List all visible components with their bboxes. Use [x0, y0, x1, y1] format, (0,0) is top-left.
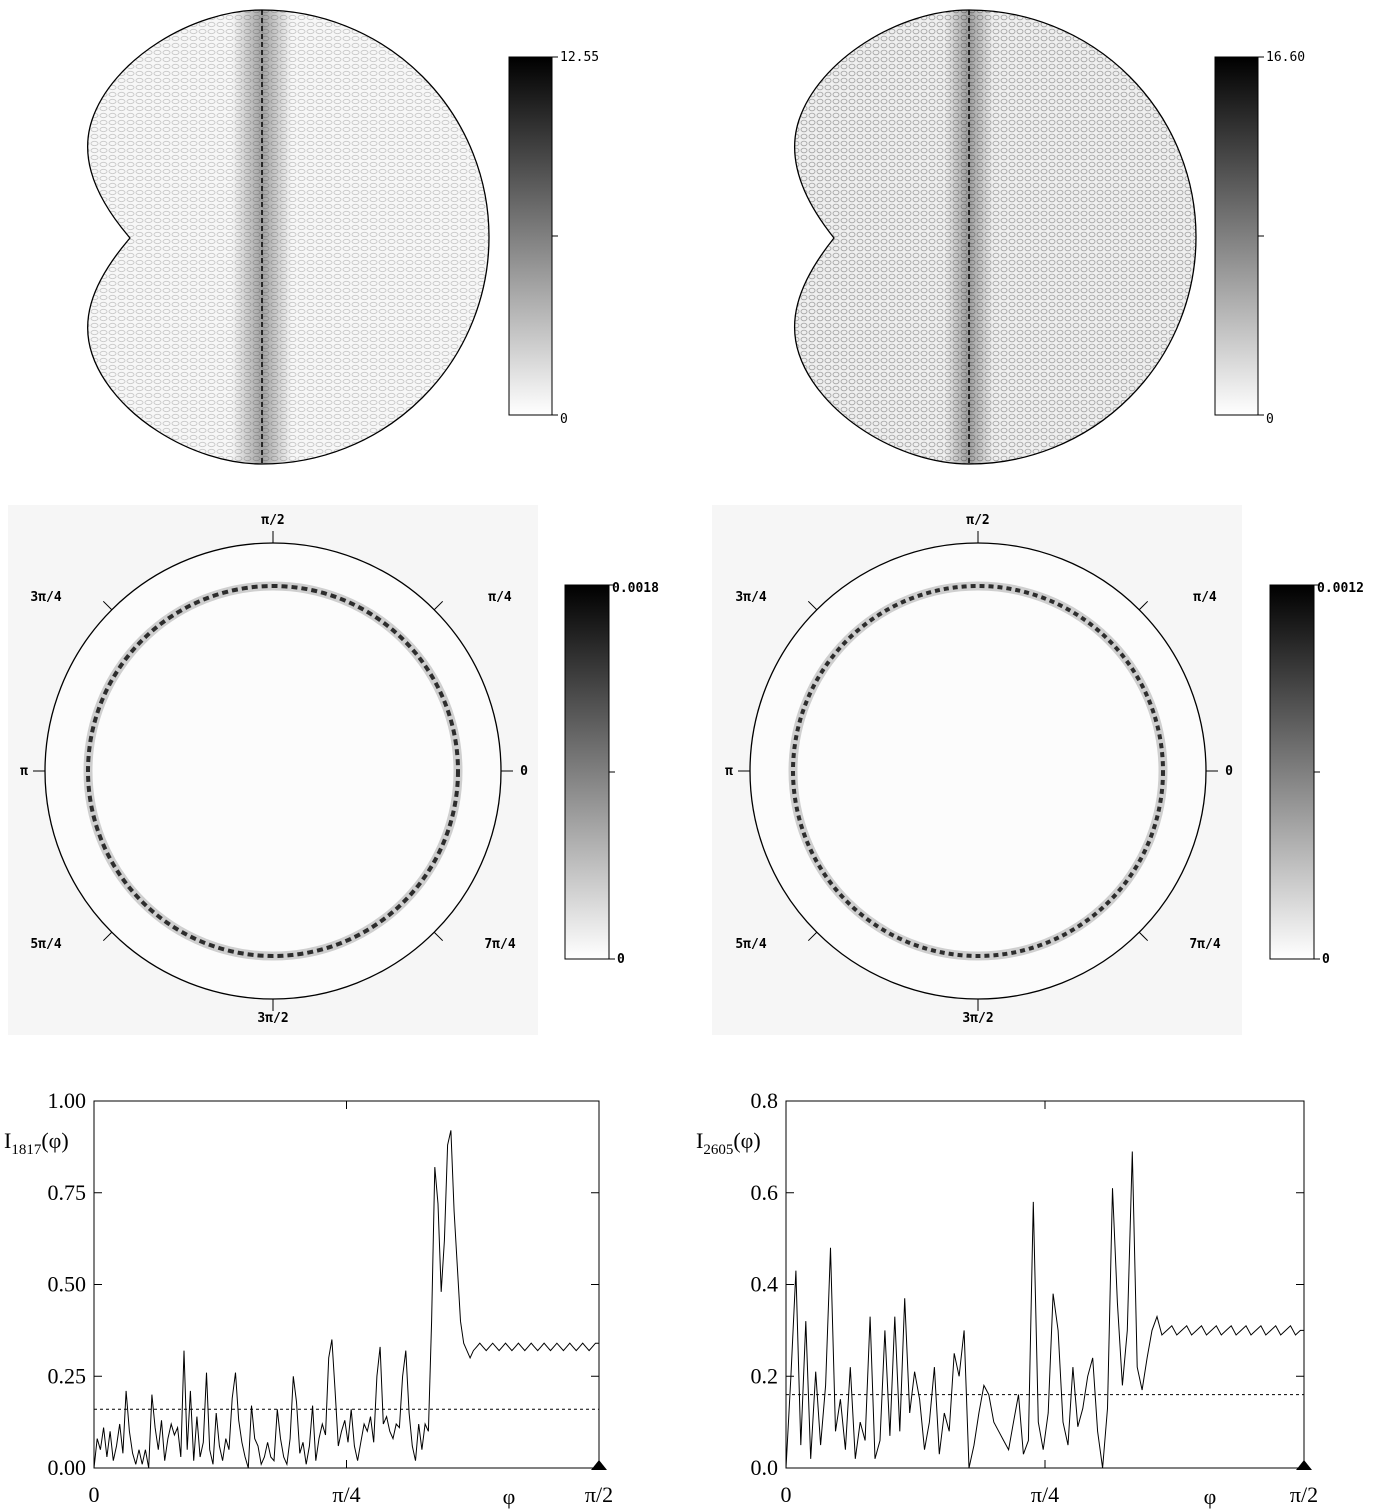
colorbar-top-right: 16.60 0: [1214, 50, 1305, 427]
y-tick-label: 0.75: [48, 1180, 87, 1205]
angle-label-3pi-over-2: 3π/2: [962, 1011, 993, 1026]
polar-outer-circle: [44, 542, 502, 1000]
colorbar-max-label: 0.0012: [1317, 581, 1364, 596]
angle-tick: [1138, 600, 1149, 611]
angle-tick: [102, 600, 113, 611]
colorbar-gradient: [564, 584, 610, 960]
intensity-ring: [86, 584, 460, 958]
heatmap-top-left: [87, 9, 490, 465]
colorbar-max-label: 0.0018: [612, 581, 659, 596]
y-tick-label: 0.8: [751, 1088, 779, 1113]
x-tick-label: 0: [89, 1482, 100, 1507]
colorbar-min-label: 0: [1322, 952, 1330, 967]
y-tick-label: 0.25: [48, 1363, 87, 1388]
angle-label-0: 0: [1225, 764, 1233, 779]
x-tick-label: π/4: [332, 1482, 360, 1507]
series-line: [93, 1130, 600, 1469]
angle-tick: [433, 931, 444, 942]
angle-label-pi-over-2: π/2: [966, 513, 989, 528]
y-axis-label: I1817(φ): [4, 1128, 69, 1158]
colorbar-max-label: 16.60: [1266, 50, 1305, 65]
angle-label-3pi-over-4: 3π/4: [735, 590, 766, 605]
y-axis-label: I2605(φ): [696, 1128, 761, 1158]
angle-label-5pi-over-4: 5π/4: [735, 937, 766, 952]
angle-tick: [807, 600, 818, 611]
plot-frame: [785, 1100, 1305, 1469]
x-axis-label: φ: [1204, 1484, 1217, 1509]
colorbar-min-label: 0: [1266, 412, 1274, 427]
angle-label-0: 0: [520, 764, 528, 779]
angle-label-pi-over-4: π/4: [1193, 590, 1217, 605]
x-axis-label: φ: [503, 1484, 516, 1509]
colorbar-gradient: [1214, 56, 1259, 416]
plot-frame: [93, 1100, 600, 1469]
y-tick-label: 1.00: [48, 1088, 87, 1113]
y-tick-label: 0.0: [751, 1455, 779, 1480]
colorbar-middle-right: 0.0012 0: [1269, 581, 1364, 967]
endpoint-triangle-marker: [1296, 1460, 1312, 1470]
intensity-ring: [791, 584, 1165, 958]
angle-tick: [102, 931, 113, 942]
angle-tick: [1138, 931, 1149, 942]
angle-label-pi-over-2: π/2: [261, 513, 284, 528]
y-tick-label: 0.6: [751, 1180, 779, 1205]
heatmap-top-right: [793, 9, 1197, 465]
x-tick-label: π/2: [1290, 1482, 1318, 1507]
angle-label-pi-over-4: π/4: [488, 590, 512, 605]
colorbar-min-label: 0: [560, 412, 568, 427]
y-tick-label: 0.2: [751, 1363, 779, 1388]
y-tick-label: 0.4: [751, 1272, 779, 1297]
colorbar-max-label: 12.55: [560, 50, 599, 65]
colorbar-min-label: 0: [617, 952, 625, 967]
x-tick-label: π/2: [585, 1482, 613, 1507]
y-tick-label: 0.00: [48, 1455, 87, 1480]
colorbar-gradient: [1269, 584, 1315, 960]
billiard-boundary: [793, 9, 1197, 465]
line-plot-bottom-left: 0.00 0.25 0.50 0.75 1.00 0 π/4 π/2 I1817(φ) φ: [4, 1088, 613, 1509]
billiard-intensity-fill: [794, 10, 1196, 464]
angle-tick: [807, 931, 818, 942]
angle-ticks: [738, 531, 1218, 1011]
line-plot-bottom-right: 0.0 0.2 0.4 0.6 0.8 0 π/4 π/2 I2605(φ) φ: [696, 1088, 1318, 1509]
angle-label-7pi-over-4: 7π/4: [484, 937, 515, 952]
polar-heatmap-middle-right: π/2 3π/4 π/4 π 0 5π/4 7π/4 3π/2: [712, 505, 1242, 1035]
angle-label-pi: π: [725, 764, 733, 779]
billiard-boundary: [87, 9, 490, 465]
colorbar-middle-left: 0.0018 0: [564, 581, 659, 967]
colorbar-top-left: 12.55 0: [508, 50, 599, 427]
angle-label-3pi-over-2: 3π/2: [257, 1011, 288, 1026]
colorbar-gradient: [508, 56, 553, 416]
polar-heatmap-middle-left: π/2 3π/4 π/4 π 0 5π/4 7π/4 3π/2: [8, 505, 538, 1035]
angle-label-7pi-over-4: 7π/4: [1189, 937, 1220, 952]
x-tick-label: π/4: [1031, 1482, 1059, 1507]
angle-tick: [433, 600, 444, 611]
polar-outer-circle: [749, 542, 1207, 1000]
angle-label-5pi-over-4: 5π/4: [30, 937, 61, 952]
endpoint-triangle-marker: [591, 1460, 607, 1470]
angle-ticks: [33, 531, 513, 1011]
angle-label-pi: π: [20, 764, 28, 779]
angle-label-3pi-over-4: 3π/4: [30, 590, 61, 605]
series-line: [785, 1151, 1305, 1469]
y-tick-label: 0.50: [48, 1272, 87, 1297]
x-tick-label: 0: [781, 1482, 792, 1507]
